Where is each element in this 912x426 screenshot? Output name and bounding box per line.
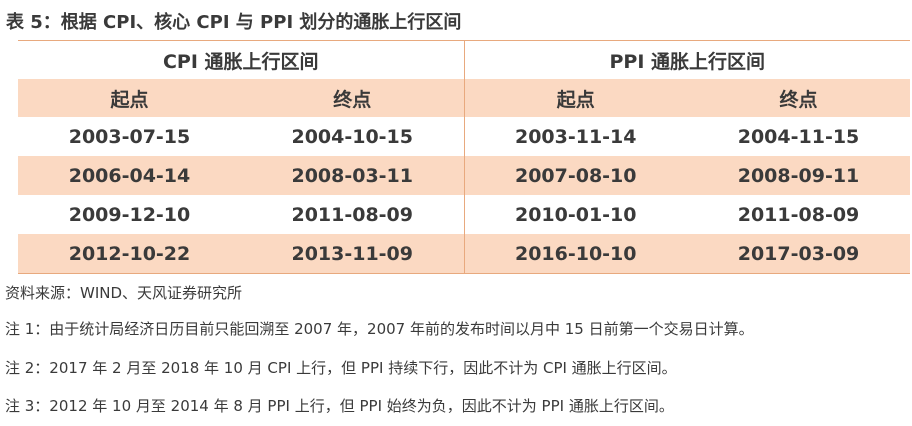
table-cell: 2008-03-11 — [241, 156, 464, 195]
group-header-cpi: CPI 通胀上行区间 — [18, 40, 464, 79]
column-header-ppi-start: 起点 — [463, 79, 687, 117]
table-cell: 2003-11-14 — [463, 117, 687, 156]
column-header-row: 起点 终点 起点 终点 — [18, 79, 911, 117]
table-cell: 2012-10-22 — [18, 234, 241, 274]
table-row: 2012-10-22 2013-11-09 2016-10-10 2017-03… — [18, 234, 911, 274]
table-cell: 2016-10-10 — [463, 234, 687, 274]
table-cell: 2011-08-09 — [737, 203, 860, 226]
inflation-table: CPI 通胀上行区间 PPI 通胀上行区间 起点 终点 起点 终点 2003-0… — [18, 40, 911, 274]
inflation-table-container: CPI 通胀上行区间 PPI 通胀上行区间 起点 终点 起点 终点 2003-0… — [18, 40, 911, 274]
table-cell: 2010-01-10 — [463, 195, 687, 234]
table-cell: 2004-10-15 — [291, 125, 414, 148]
group-header-ppi: PPI 通胀上行区间 — [463, 40, 911, 79]
table-cell: 2007-08-10 — [463, 156, 687, 195]
footnote-1: 注 1：由于统计局经济日历目前只能回溯至 2007 年，2007 年前的发布时间… — [5, 320, 754, 338]
table-cell: 2006-04-14 — [18, 156, 241, 195]
footnote-2: 注 2：2017 年 2 月至 2018 年 10 月 CPI 上行，但 PPI… — [5, 359, 677, 377]
table-row: 2003-07-15 2004-10-15 2003-11-14 2004-11… — [18, 117, 910, 156]
source-note: 资料来源：WIND、天风证券研究所 — [5, 284, 243, 302]
table-title: 表 5：根据 CPI、核心 CPI 与 PPI 划分的通胀上行区间 — [6, 12, 462, 33]
table-cell: 2004-11-15 — [737, 125, 860, 148]
column-header-cpi-end: 终点 — [241, 79, 464, 117]
table-cell: 2017-03-09 — [687, 234, 911, 274]
column-header-cpi-start: 起点 — [18, 79, 241, 117]
table-row: 2006-04-14 2008-03-11 2007-08-10 2008-09… — [18, 156, 911, 195]
column-header-ppi-end: 终点 — [687, 79, 911, 117]
table-cell: 2003-07-15 — [68, 125, 191, 148]
footnote-3: 注 3：2012 年 10 月至 2014 年 8 月 PPI 上行，但 PPI… — [5, 397, 674, 415]
table-row: 2009-12-10 2011-08-09 2010-01-10 2011-08… — [18, 195, 910, 234]
group-header-row: CPI 通胀上行区间 PPI 通胀上行区间 — [18, 40, 911, 79]
table-cell: 2013-11-09 — [241, 234, 464, 274]
table-cell: 2008-09-11 — [687, 156, 911, 195]
table-cell: 2011-08-09 — [291, 203, 414, 226]
table-cell: 2009-12-10 — [68, 203, 191, 226]
